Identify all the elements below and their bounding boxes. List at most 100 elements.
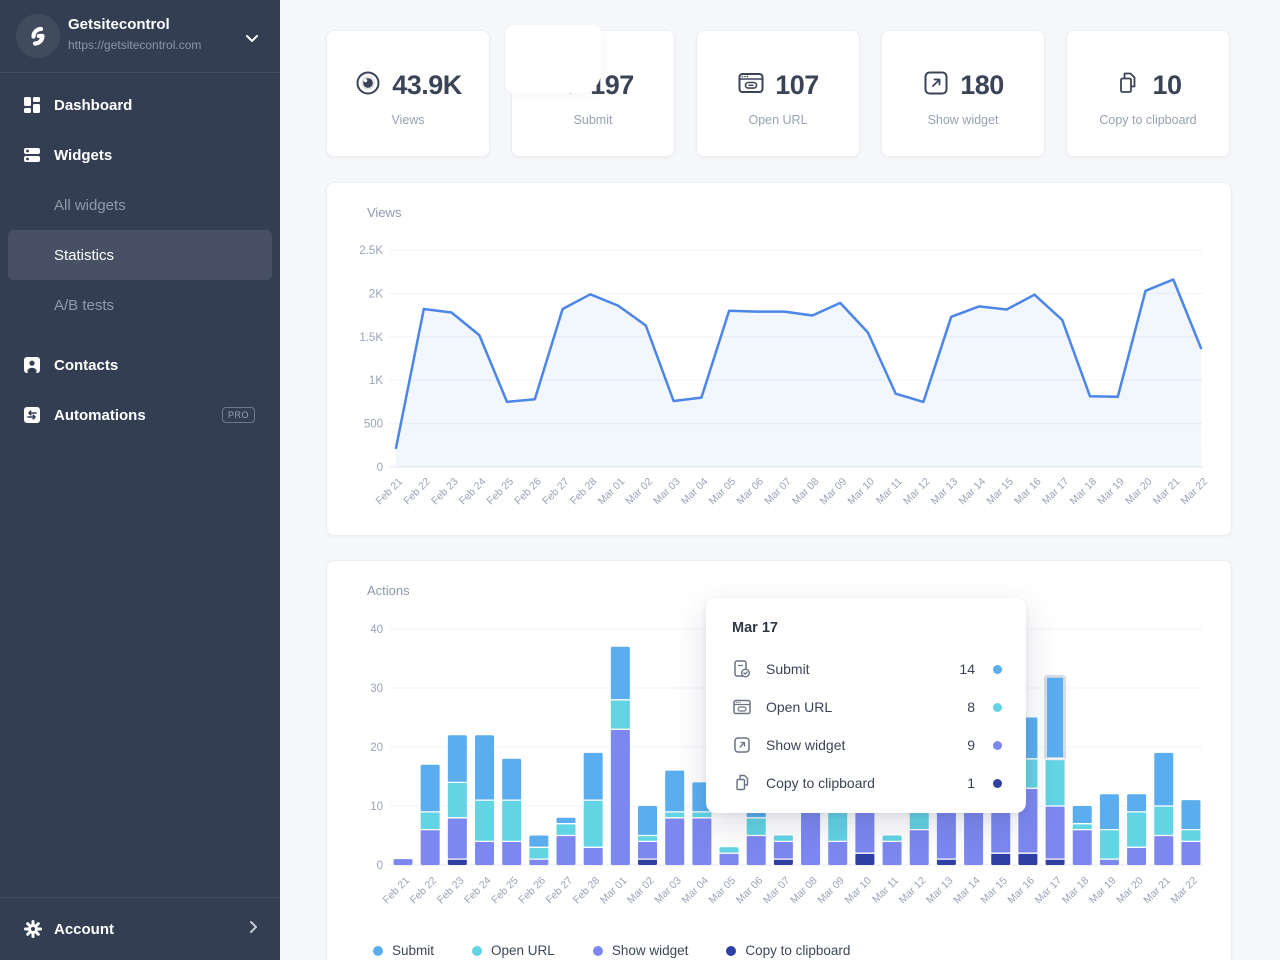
svg-text:Mar 02: Mar 02	[623, 476, 655, 508]
svg-text:Mar 01: Mar 01	[596, 476, 628, 508]
svg-text:Mar 13: Mar 13	[929, 476, 961, 508]
sidebar-subitem-label: A/B tests	[54, 296, 115, 314]
legend-label: Open URL	[491, 943, 555, 958]
svg-text:Feb 25: Feb 25	[489, 875, 521, 907]
sidebar-item-all-widgets[interactable]: All widgets	[8, 180, 272, 230]
legend-dot	[726, 945, 737, 956]
svg-text:10: 10	[370, 801, 383, 813]
sidebar-item-contacts[interactable]: Contacts	[0, 340, 280, 390]
svg-text:Mar 22: Mar 22	[1179, 476, 1211, 508]
svg-text:Mar 11: Mar 11	[874, 476, 905, 507]
actions-chart-title: Actions	[367, 583, 410, 598]
svg-text:Mar 18: Mar 18	[1068, 476, 1100, 508]
contacts-icon	[24, 357, 40, 373]
stat-label: Open URL	[748, 113, 808, 127]
tooltip-value: 14	[959, 661, 975, 677]
stat-card-submit: 197 Submit	[506, 25, 675, 157]
tooltip-dot	[993, 740, 1002, 750]
main-content: 43.9K Views 197	[280, 0, 1280, 960]
chevron-down-icon[interactable]	[246, 30, 258, 48]
svg-text:Feb 26: Feb 26	[512, 476, 544, 508]
legend-label: Copy to clipboard	[745, 943, 851, 958]
dashboard-icon	[24, 97, 40, 113]
stat-card-show-widget: 180 Show widget	[881, 30, 1045, 157]
sidebar-item-statistics[interactable]: Statistics	[8, 230, 272, 280]
sidebar-item-ab-tests[interactable]: A/B tests	[8, 280, 272, 330]
chart-tooltip: Mar 17 Submit 14	[706, 598, 1026, 813]
tooltip-dot	[993, 702, 1002, 712]
tooltip-label: Copy to clipboard	[766, 775, 875, 791]
sidebar-item-automations[interactable]: Automations PRO	[0, 390, 280, 440]
tooltip-title: Mar 17	[732, 620, 778, 636]
site-switcher[interactable]: Getsitecontrol https://getsitecontrol.co…	[0, 0, 280, 73]
svg-text:Mar 19: Mar 19	[1087, 875, 1119, 907]
svg-text:Mar 12: Mar 12	[897, 875, 929, 907]
copy-icon	[732, 773, 752, 793]
sidebar-item-account[interactable]: Account	[0, 897, 280, 960]
stat-label: Copy to clipboard	[1099, 113, 1197, 127]
tooltip-dot	[993, 778, 1002, 788]
views-eye-icon	[354, 69, 382, 102]
sidebar-subitem-label: Statistics	[54, 246, 115, 264]
svg-text:Mar 07: Mar 07	[762, 476, 794, 508]
svg-text:500: 500	[364, 419, 383, 431]
svg-text:Mar 13: Mar 13	[924, 875, 956, 907]
svg-text:Mar 21: Mar 21	[1141, 875, 1173, 907]
svg-text:Mar 03: Mar 03	[652, 875, 684, 907]
views-chart-card: Views 0 500 1K 1.5K 2K 2.5K Feb 21 Feb 22 Feb 23…	[326, 182, 1232, 536]
tooltip-row-open-url: Open URL 8	[732, 688, 1002, 726]
tooltip-value: 9	[967, 737, 975, 753]
stat-label: Submit	[573, 113, 613, 127]
svg-text:Feb 28: Feb 28	[571, 875, 603, 907]
svg-text:Mar 15: Mar 15	[984, 476, 1016, 508]
getsitecontrol-logo	[16, 14, 60, 58]
legend-item-copy-to-clipboard[interactable]: Copy to clipboard	[726, 943, 850, 958]
sidebar-item-widgets[interactable]: Widgets	[0, 130, 280, 180]
stat-value: 107	[775, 70, 819, 100]
stat-card-open-url: 107 Open URL	[696, 30, 860, 157]
legend-item-submit[interactable]: Submit	[373, 943, 434, 958]
stat-label: Views	[391, 113, 425, 127]
site-name: Getsitecontrol	[68, 16, 170, 33]
stat-value: 10	[1152, 70, 1182, 100]
legend-item-show-widget[interactable]: Show widget	[592, 943, 689, 958]
svg-text:0: 0	[377, 462, 383, 474]
stat-card-copy-to-clipboard: 10 Copy to clipboard	[1066, 30, 1230, 157]
svg-text:Mar 17: Mar 17	[1040, 476, 1072, 508]
svg-text:Mar 21: Mar 21	[1151, 476, 1183, 508]
svg-text:20: 20	[370, 742, 383, 754]
copy-icon	[1114, 69, 1142, 102]
svg-text:1.5K: 1.5K	[359, 332, 383, 344]
show-widget-icon	[732, 735, 752, 755]
svg-text:Feb 27: Feb 27	[540, 476, 572, 508]
svg-text:Mar 04: Mar 04	[679, 875, 711, 907]
svg-text:Feb 26: Feb 26	[516, 875, 548, 907]
svg-text:Mar 16: Mar 16	[1005, 875, 1037, 907]
svg-text:Mar 16: Mar 16	[1012, 476, 1044, 508]
show-widget-icon	[922, 69, 950, 102]
open-url-icon	[732, 697, 752, 717]
svg-text:Mar 20: Mar 20	[1114, 875, 1146, 907]
sidebar-item-label: Dashboard	[54, 96, 133, 114]
svg-text:Feb 27: Feb 27	[544, 875, 576, 907]
legend-item-open-url[interactable]: Open URL	[472, 943, 555, 958]
sidebar-item-label: Automations	[54, 406, 146, 424]
tooltip-value: 1	[967, 775, 975, 791]
sidebar-item-dashboard[interactable]: Dashboard	[0, 80, 280, 130]
pro-badge: PRO	[221, 407, 255, 423]
svg-text:Mar 04: Mar 04	[679, 476, 711, 508]
stat-label: Show widget	[927, 113, 999, 127]
svg-text:Feb 21: Feb 21	[381, 875, 413, 907]
svg-text:Mar 17: Mar 17	[1033, 875, 1065, 907]
svg-text:40: 40	[370, 624, 383, 636]
submit-form-icon	[732, 659, 752, 679]
legend-label: Show widget	[611, 943, 689, 958]
svg-text:2K: 2K	[369, 288, 383, 300]
legend-label: Submit	[392, 943, 435, 958]
views-chart-title: Views	[367, 205, 402, 220]
svg-text:Mar 12: Mar 12	[901, 476, 933, 508]
svg-text:Mar 14: Mar 14	[956, 476, 988, 508]
legend-dot	[592, 945, 603, 956]
